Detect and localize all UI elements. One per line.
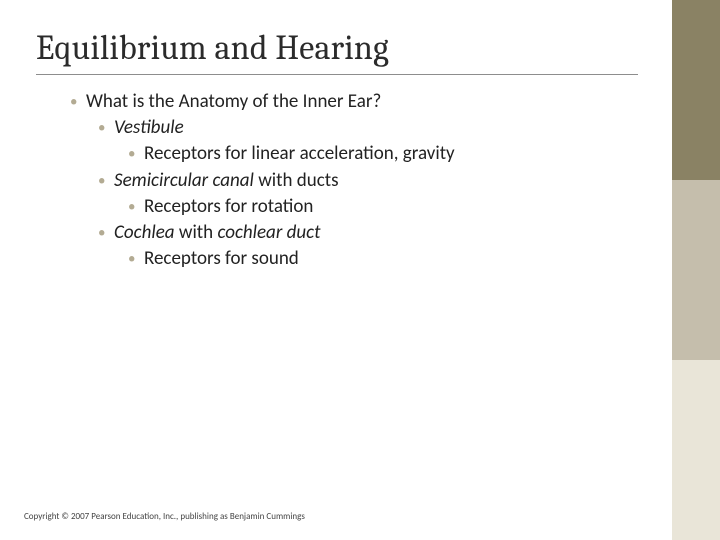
text-l2-3b: with bbox=[175, 221, 218, 244]
bullet-l2: • Cochlea with cochlear duct bbox=[36, 220, 650, 246]
copyright-footer: Copyright © 2007 Pearson Education, Inc.… bbox=[24, 511, 305, 522]
content-outline: • What is the Anatomy of the Inner Ear? … bbox=[36, 89, 650, 273]
decorative-sidebar bbox=[672, 0, 720, 540]
bullet-icon: • bbox=[128, 144, 135, 165]
text-l1-1: What is the Anatomy of the Inner Ear? bbox=[86, 90, 381, 113]
sidebar-block-bot bbox=[672, 360, 720, 540]
text-l2-3a: Cochlea bbox=[114, 221, 175, 244]
slide-body: Equilibrium and Hearing • What is the An… bbox=[0, 0, 672, 540]
text-l3-1: Receptors for linear acceleration, gravi… bbox=[144, 142, 455, 165]
bullet-l3: • Receptors for rotation bbox=[36, 194, 650, 220]
bullet-l2: • Vestibule bbox=[36, 115, 650, 141]
text-l2-1: Vestibule bbox=[114, 116, 184, 139]
bullet-icon: • bbox=[98, 118, 105, 139]
text-l3-3: Receptors for sound bbox=[144, 247, 299, 270]
sidebar-block-top bbox=[672, 0, 720, 180]
bullet-icon: • bbox=[98, 171, 105, 192]
bullet-icon: • bbox=[70, 92, 77, 113]
bullet-l1: • What is the Anatomy of the Inner Ear? bbox=[36, 89, 650, 115]
bullet-l3: • Receptors for sound bbox=[36, 246, 650, 272]
text-l2-3c: cochlear duct bbox=[217, 221, 320, 244]
text-l2-2b: with ducts bbox=[254, 169, 339, 192]
sidebar-block-mid bbox=[672, 180, 720, 360]
bullet-icon: • bbox=[98, 223, 105, 244]
text-l2-2a: Semicircular canal bbox=[114, 169, 254, 192]
slide-title: Equilibrium and Hearing bbox=[36, 28, 650, 68]
bullet-icon: • bbox=[128, 197, 135, 218]
title-rule bbox=[36, 74, 638, 75]
text-l3-2: Receptors for rotation bbox=[144, 195, 313, 218]
bullet-l3: • Receptors for linear acceleration, gra… bbox=[36, 141, 650, 167]
bullet-l2: • Semicircular canal with ducts bbox=[36, 168, 650, 194]
bullet-icon: • bbox=[128, 249, 135, 270]
